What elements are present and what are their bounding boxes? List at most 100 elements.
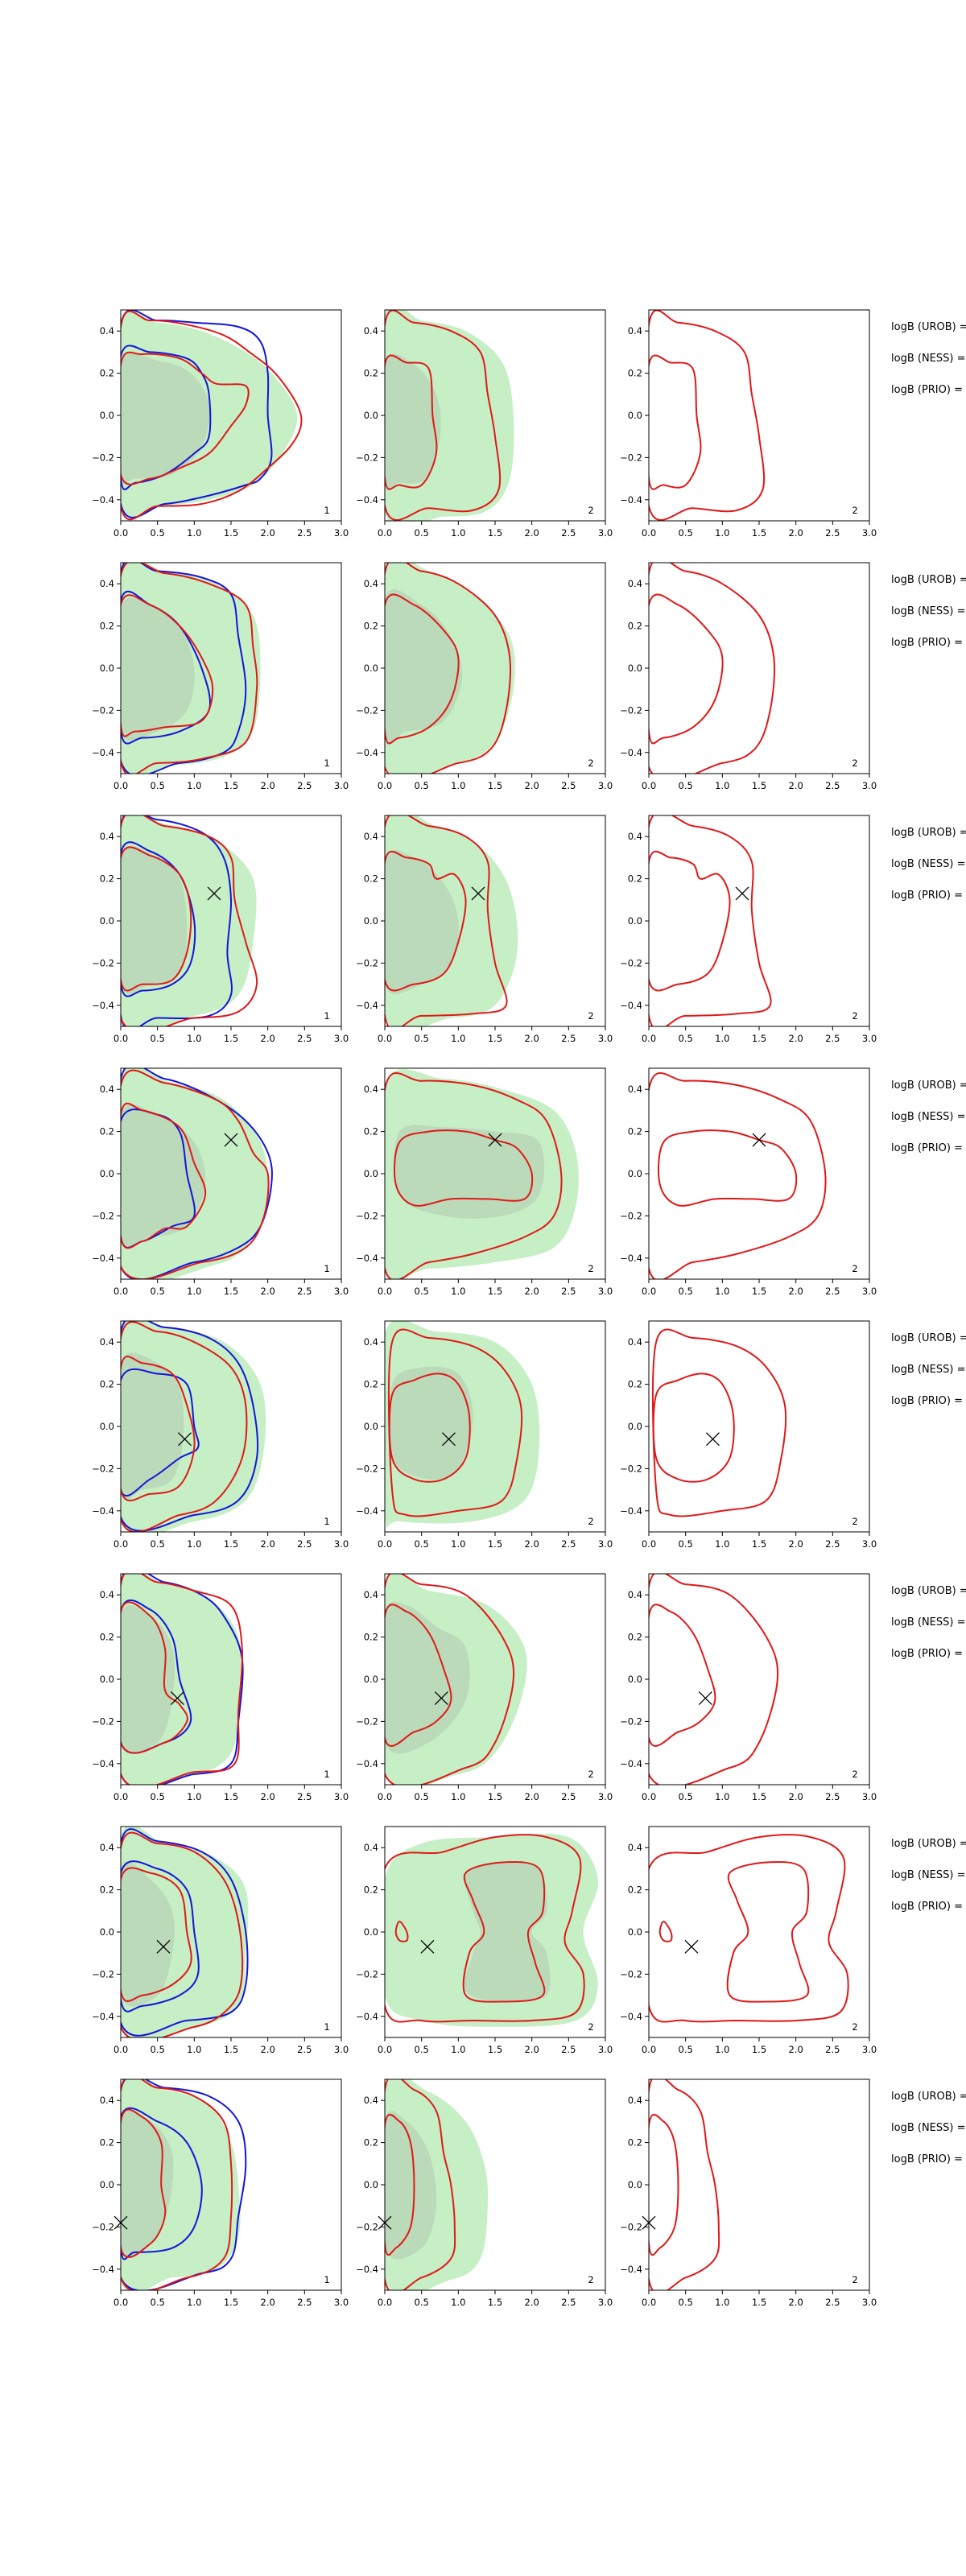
panel-number-label: 2 xyxy=(588,505,593,516)
x-tick-label: 1.5 xyxy=(752,780,766,791)
x-marker xyxy=(207,886,221,901)
x-tick-label: 1.5 xyxy=(752,2297,766,2308)
x-tick-label: 0.0 xyxy=(642,2297,656,2308)
red-contour-inner xyxy=(121,2108,167,2258)
x-tick-label: 1.5 xyxy=(224,1538,238,1550)
x-tick-label: 3.0 xyxy=(862,2297,877,2308)
y-tick-label: 0.4 xyxy=(628,1084,642,1095)
shaded-region-inner xyxy=(121,845,188,994)
x-tick-label: 2.0 xyxy=(261,2297,275,2308)
y-tick-label: 0.0 xyxy=(100,410,114,421)
y-tick-label: −0.2 xyxy=(620,1968,642,1979)
x-marker xyxy=(170,1691,184,1706)
logb-label: logB (UROB) = xyxy=(891,1080,966,1092)
y-tick-label: −0.4 xyxy=(620,494,642,506)
x-marker xyxy=(706,1432,720,1447)
panel-r7-c3: 0.0 0.5 1.0 1.5 2.0 2.5 3.0 0.4 0.2 0.0 −0.2 −0.4 2 xyxy=(620,1826,877,2055)
panel-number-label: 1 xyxy=(324,1263,329,1274)
x-tick-label: 3.0 xyxy=(862,1033,877,1044)
x-tick-label: 3.0 xyxy=(334,2297,349,2308)
shaded-region-inner xyxy=(385,589,463,742)
panel-number-label: 2 xyxy=(852,2021,857,2033)
logb-label: logB (NESS) = xyxy=(891,605,965,617)
panel-r4-c2: 0.0 0.5 1.0 1.5 2.0 2.5 3.0 0.4 0.2 0.0 −0.2 −0.4 2 xyxy=(356,1067,613,1297)
red-contour-outer xyxy=(385,1071,563,1279)
y-tick-label: 0.2 xyxy=(364,1379,378,1390)
x-tick-label: 0.5 xyxy=(151,2044,165,2055)
x-tick-label: 1.0 xyxy=(715,1791,729,1802)
y-tick-label: 0.0 xyxy=(364,1168,378,1179)
red-contour-inner xyxy=(649,2113,679,2256)
plot-area xyxy=(385,815,518,1026)
x-tick-label: 1.0 xyxy=(715,780,729,791)
y-tick-label: −0.4 xyxy=(92,1505,114,1517)
x-tick-label: 3.0 xyxy=(862,780,877,791)
logb-label: logB (PRIO) = xyxy=(891,1395,963,1407)
x-tick-label: 2.5 xyxy=(297,1033,312,1044)
y-tick-label: −0.4 xyxy=(356,1505,378,1517)
x-tick-label: 2.5 xyxy=(825,2044,840,2055)
x-tick-label: 0.0 xyxy=(114,1791,128,1802)
y-tick-label: 0.0 xyxy=(100,663,114,674)
x-tick-label: 2.5 xyxy=(561,780,576,791)
x-tick-label: 3.0 xyxy=(334,1033,349,1044)
x-tick-label: 2.5 xyxy=(297,780,312,791)
panel-number-label: 1 xyxy=(324,1769,329,1780)
x-marker xyxy=(178,1432,192,1447)
red-contour-outer xyxy=(121,1574,243,1785)
panel-number-label: 2 xyxy=(852,1516,857,1527)
x-tick-label: 0.5 xyxy=(415,2044,429,2055)
x-tick-label: 1.0 xyxy=(187,1538,201,1550)
y-tick-label: 0.2 xyxy=(100,1126,114,1137)
y-tick-label: −0.4 xyxy=(620,2011,642,2022)
x-tick-label: 1.0 xyxy=(187,780,201,791)
plot-area xyxy=(385,563,515,774)
x-tick-label: 3.0 xyxy=(598,780,613,791)
red-contour-inner xyxy=(385,593,460,745)
y-tick-label: −0.2 xyxy=(356,452,378,463)
y-tick-label: 0.4 xyxy=(364,1336,378,1348)
logb-label: logB (NESS) = xyxy=(891,858,965,870)
y-tick-label: 0.4 xyxy=(364,1084,378,1095)
x-tick-label: 0.5 xyxy=(679,1791,693,1802)
y-tick-label: 0.0 xyxy=(364,410,378,421)
x-tick-label: 0.0 xyxy=(642,780,656,791)
panel-r6-c1: 0.0 0.5 1.0 1.5 2.0 2.5 3.0 0.4 0.2 0.0 −0.2 −0.4 1 xyxy=(92,1573,349,1802)
x-tick-label: 1.0 xyxy=(715,2297,729,2308)
red-contour-outer xyxy=(385,2079,456,2290)
red-contour-inner xyxy=(649,1604,716,1747)
x-tick-label: 2.0 xyxy=(261,2044,275,2055)
red-contour-outer xyxy=(649,2079,720,2290)
y-tick-label: 0.4 xyxy=(628,831,642,842)
logb-label: logB (PRIO) = xyxy=(891,1648,963,1660)
panel-number-label: 2 xyxy=(588,2021,593,2033)
plot-area xyxy=(121,310,303,521)
red-contour-outer xyxy=(385,563,512,774)
x-tick-label: 1.5 xyxy=(488,1538,502,1550)
x-tick-label: 1.0 xyxy=(715,1286,729,1297)
red-contour-inner xyxy=(385,850,467,992)
y-tick-label: −0.2 xyxy=(92,2221,114,2232)
y-tick-label: −0.4 xyxy=(356,1758,378,1769)
blue-contour-inner xyxy=(121,1860,200,2013)
y-tick-label: 0.2 xyxy=(628,1126,642,1137)
blue-contour-inner xyxy=(121,345,212,490)
x-tick-label: 0.0 xyxy=(378,1791,392,1802)
x-tick-label: 0.5 xyxy=(151,780,165,791)
x-tick-label: 2.0 xyxy=(789,1538,803,1550)
red-contour-inner xyxy=(462,1860,546,2003)
panel-number-label: 1 xyxy=(324,2021,329,2033)
y-tick-label: −0.2 xyxy=(92,1210,114,1221)
x-tick-label: 2.5 xyxy=(825,1286,840,1297)
red-contour-inner xyxy=(121,1601,188,1754)
x-tick-label: 2.0 xyxy=(261,1791,275,1802)
y-tick-label: 0.0 xyxy=(628,410,642,421)
y-tick-label: −0.2 xyxy=(356,2221,378,2232)
panel-number-label: 2 xyxy=(852,1010,857,1022)
y-tick-label: −0.2 xyxy=(356,704,378,716)
panel-r6-c2: 0.0 0.5 1.0 1.5 2.0 2.5 3.0 0.4 0.2 0.0 −0.2 −0.4 2 xyxy=(356,1573,613,1802)
y-tick-label: 0.0 xyxy=(628,663,642,674)
red-contour-inner xyxy=(121,846,192,992)
y-tick-label: −0.4 xyxy=(92,2011,114,2022)
